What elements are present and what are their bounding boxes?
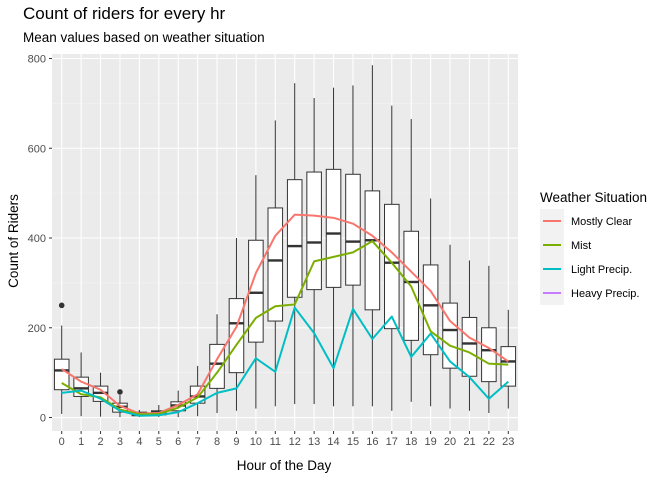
- x-tick-label: 22: [483, 436, 495, 448]
- boxplot: [267, 120, 284, 407]
- x-tick-label: 4: [136, 436, 142, 448]
- x-tick-label: 9: [233, 436, 239, 448]
- box: [384, 203, 400, 330]
- legend-label: Heavy Precip.: [571, 288, 639, 300]
- x-tick-label: 19: [425, 436, 437, 448]
- y-tick-label: 200: [28, 323, 46, 335]
- boxplot: [442, 244, 458, 409]
- x-axis-title: Hour of the Day: [237, 458, 332, 473]
- x-tick-label: 16: [366, 436, 378, 448]
- boxplot: [286, 83, 303, 405]
- x-tick-label: 2: [97, 436, 103, 448]
- x-tick-label: 7: [195, 436, 201, 448]
- x-tick-label: 1: [78, 436, 84, 448]
- series-line: [61, 240, 509, 416]
- legend: Mostly Clear Mist Light Precip. Heavy Preci…: [540, 209, 639, 305]
- outlier-point: [117, 389, 123, 395]
- legend-item: Light Precip.: [540, 257, 632, 281]
- box: [481, 327, 497, 383]
- x-tick-label: 21: [463, 436, 475, 448]
- y-axis: 0 200 400 600 800: [28, 53, 52, 425]
- chart-title: Count of riders for every hr: [23, 4, 226, 23]
- y-axis-title: Count of Riders: [6, 194, 21, 288]
- x-tick-label: 10: [250, 436, 262, 448]
- boxplot: [500, 309, 517, 409]
- legend-title: Weather Situation: [540, 190, 647, 205]
- boxplots: [53, 65, 517, 418]
- legend-item: Heavy Precip.: [540, 281, 639, 305]
- plot-panel: [52, 54, 518, 431]
- box: [442, 302, 458, 369]
- boxplot: [345, 85, 361, 407]
- grid-minor: [52, 103, 518, 373]
- x-axis: 0 1 2 3 4 5 6 7 8 9 10 11 12 13 14 15 16 17 18 19 20 21 22 23: [59, 431, 514, 448]
- box: [325, 168, 342, 288]
- x-tick-label: 0: [59, 436, 65, 448]
- y-tick-label: 400: [28, 233, 46, 245]
- outlier-point: [58, 302, 65, 309]
- series-lines: [61, 213, 509, 417]
- x-tick-label: 17: [386, 436, 398, 448]
- legend-item: Mostly Clear: [540, 209, 632, 233]
- series-line: [61, 213, 509, 415]
- x-tick-label: 14: [327, 436, 339, 448]
- x-tick-label: 20: [444, 436, 456, 448]
- box: [286, 179, 303, 298]
- chart-subtitle: Mean values based on weather situation: [23, 30, 265, 45]
- x-tick-label: 18: [405, 436, 417, 448]
- legend-label: Mist: [571, 240, 591, 252]
- box: [345, 173, 361, 286]
- series-line: [61, 306, 509, 417]
- box: [500, 346, 517, 387]
- box: [364, 190, 381, 311]
- x-tick-label: 23: [502, 436, 514, 448]
- x-tick-label: 8: [214, 436, 220, 448]
- x-tick-label: 5: [156, 436, 162, 448]
- box: [248, 239, 264, 343]
- y-tick-label: 600: [28, 143, 46, 155]
- x-tick-label: 13: [308, 436, 320, 448]
- x-tick-label: 11: [270, 436, 281, 448]
- legend-label: Mostly Clear: [571, 216, 632, 228]
- y-tick-label: 800: [28, 53, 46, 65]
- x-tick-label: 6: [175, 436, 181, 448]
- x-tick-label: 3: [117, 436, 123, 448]
- legend-label: Light Precip.: [571, 264, 632, 276]
- box: [267, 207, 284, 322]
- boxplot: [461, 260, 478, 411]
- box: [461, 316, 478, 377]
- x-tick-label: 12: [289, 436, 301, 448]
- x-tick-label: 15: [347, 436, 359, 448]
- legend-item: Mist: [540, 233, 591, 257]
- y-tick-label: 0: [40, 413, 46, 425]
